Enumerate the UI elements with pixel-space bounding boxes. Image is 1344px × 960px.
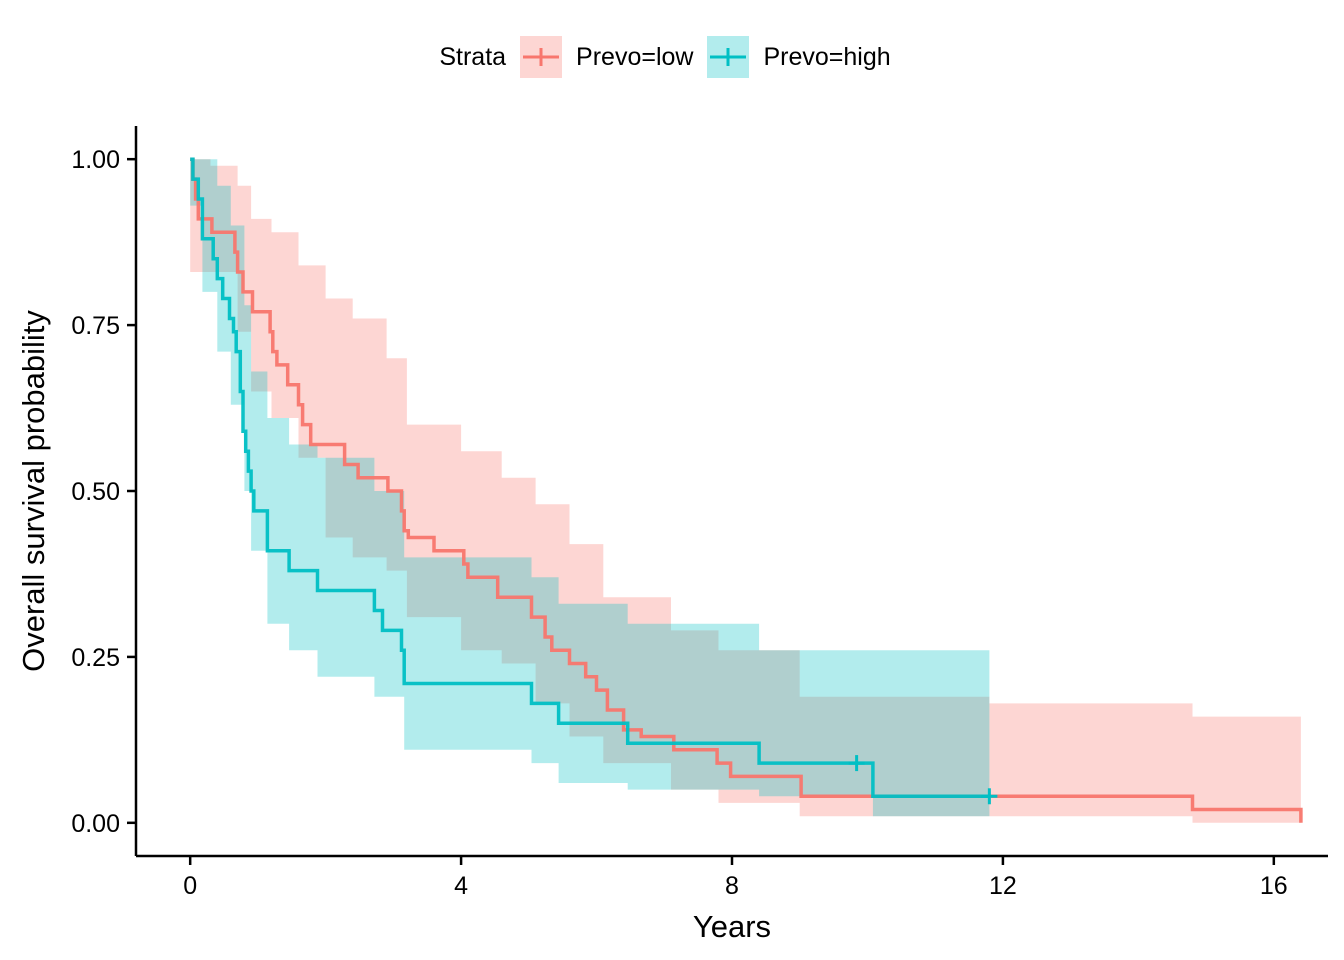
y-tick-label-0: 0.00 — [71, 810, 120, 838]
confidence-bands — [190, 159, 1301, 823]
legend: Strata Prevo=low Prevo=high — [0, 36, 1344, 78]
y-tick-label-2: 0.50 — [71, 478, 120, 506]
legend-key-high — [707, 36, 750, 78]
y-tick-label-3: 0.75 — [71, 312, 120, 340]
x-tick-label-3: 12 — [989, 872, 1017, 900]
x-tick-label-1: 4 — [454, 872, 468, 900]
confidence-band-high — [190, 159, 990, 817]
x-axis-title: Years — [693, 909, 771, 944]
axes: 0 4 8 12 16 0.00 0.25 0.50 0.75 1.00 — [71, 126, 1328, 900]
y-tick-label-4: 1.00 — [71, 146, 120, 174]
legend-label-high: Prevo=high — [763, 42, 891, 71]
legend-item-low: Prevo=low — [520, 36, 693, 78]
y-tick-label-1: 0.25 — [71, 644, 120, 672]
x-tick-label-4: 16 — [1260, 872, 1288, 900]
survival-curve-low — [190, 157, 1303, 823]
censor-mark-high-1 — [981, 788, 998, 805]
x-tick-label-2: 8 — [725, 872, 739, 900]
survival-curves — [190, 157, 1303, 823]
legend-item-high: Prevo=high — [707, 36, 891, 78]
censor-mark-high-0 — [848, 755, 865, 772]
y-axis-title: Overall survival probability — [16, 310, 51, 672]
legend-label-low: Prevo=low — [576, 42, 694, 71]
censor-marks — [848, 755, 998, 805]
confidence-band-low — [190, 159, 1301, 823]
survival-curve-high — [190, 157, 990, 799]
legend-title: Strata — [439, 42, 507, 71]
legend-key-low — [520, 36, 563, 78]
x-tick-label-0: 0 — [183, 872, 197, 900]
